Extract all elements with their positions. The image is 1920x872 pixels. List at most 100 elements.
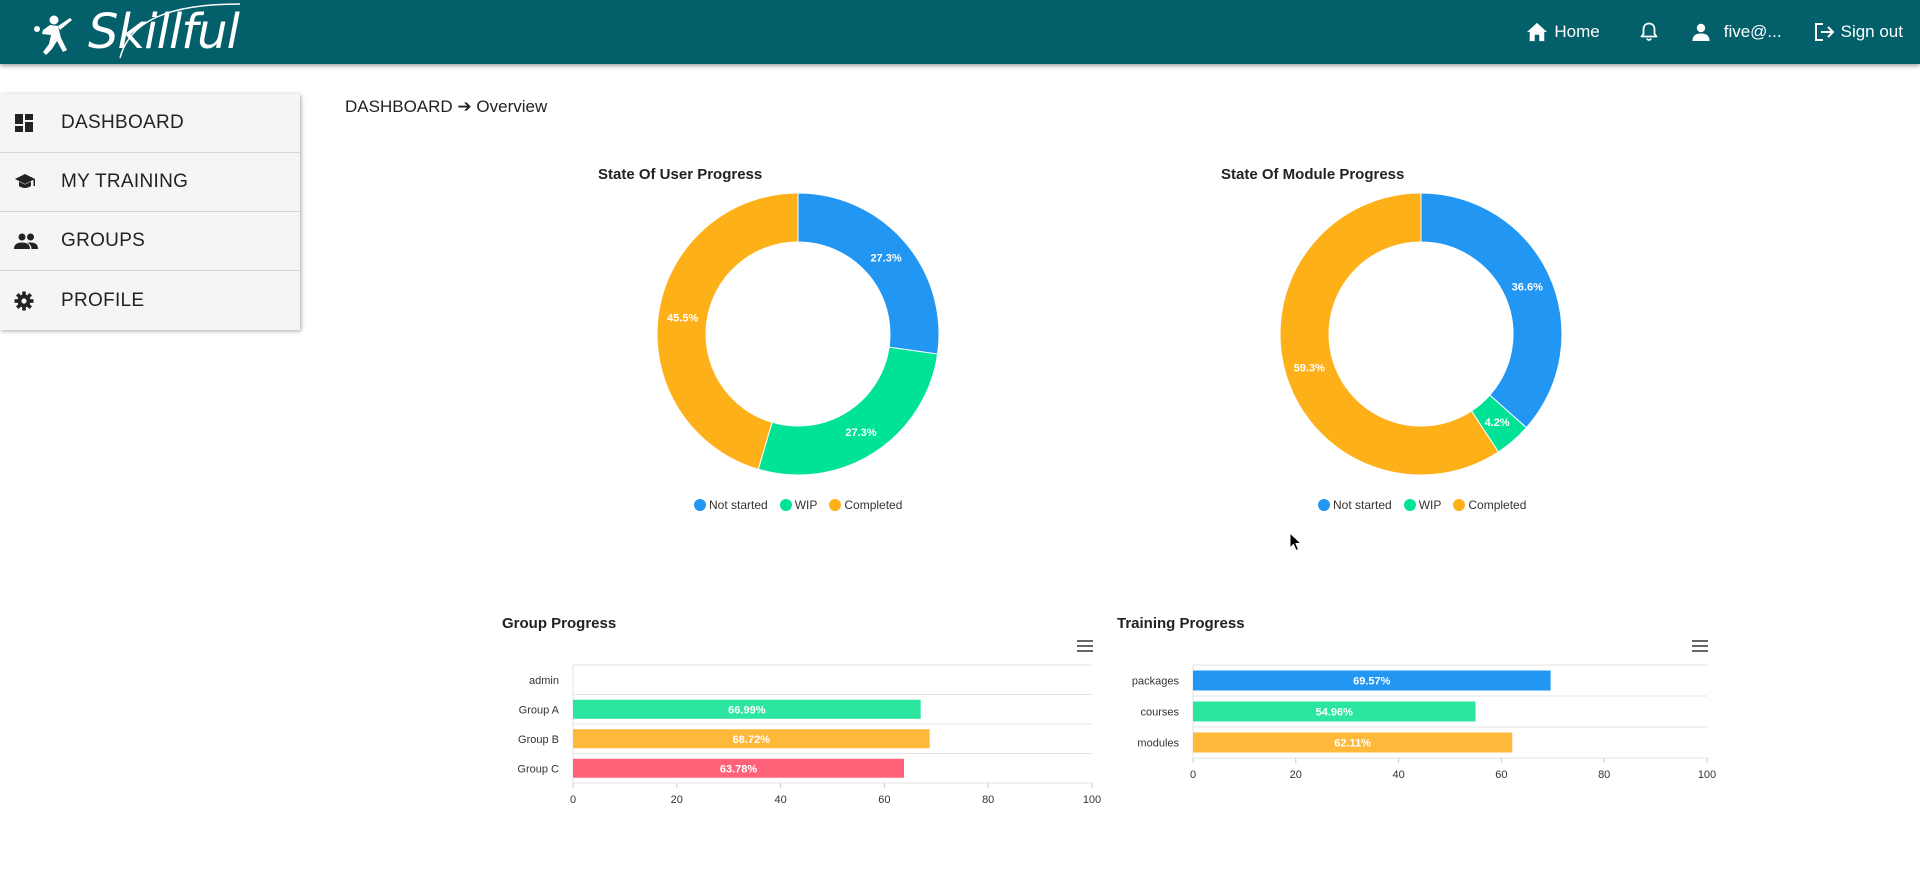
bar-courses[interactable] [1193, 701, 1476, 722]
legend-label: WIP [1418, 498, 1442, 512]
bar-data-label: 63.78% [720, 763, 758, 775]
x-tick-label: 100 [1083, 794, 1101, 806]
header-actions: Home five@... Sign out [1526, 0, 1920, 64]
donut-slice-not-started[interactable] [797, 192, 940, 355]
legend-item-wip[interactable]: WIP [1403, 498, 1442, 512]
module-progress-chart-title: State Of Module Progress [1221, 166, 1405, 183]
x-tick-label: 40 [1392, 769, 1404, 781]
donut-data-label: 59.3% [1294, 362, 1325, 374]
bar-group-c[interactable] [573, 758, 905, 778]
group-progress-bar-chart: admin Group A 66.99% Group B 68.72% Group C 63… [517, 664, 1101, 806]
breadcrumb-page: Overview [476, 97, 548, 116]
training-progress-chart-title: Training Progress [1117, 615, 1245, 632]
bar-data-label: 68.72% [733, 734, 771, 746]
legend-marker [779, 499, 792, 511]
legend-marker [694, 499, 706, 511]
group-progress-chart-title: Group Progress [502, 615, 617, 632]
x-tick-label: 0 [1190, 769, 1196, 781]
sidebar-item-my-training[interactable]: MY TRAINING [0, 153, 300, 212]
donut-data-label: 4.2% [1485, 417, 1510, 429]
legend-marker [1453, 499, 1466, 511]
dashboard-icon [14, 113, 42, 133]
category-label: Group B [518, 734, 559, 746]
training-progress-bar-chart: packages 69.57% courses 54.96% modules 62.11%… [1132, 664, 1716, 781]
home-label: Home [1554, 22, 1600, 41]
category-label: admin [529, 675, 559, 687]
legend-item-completed[interactable]: Completed [1453, 498, 1526, 512]
chart-menu-icon[interactable] [1077, 640, 1093, 652]
golfer-logo-icon [34, 15, 72, 55]
x-tick-label: 20 [671, 794, 683, 806]
donut-slice-completed[interactable] [1279, 192, 1500, 476]
donut-data-label: 27.3% [870, 253, 901, 265]
donut-slice-wip[interactable] [757, 346, 939, 476]
home-link[interactable]: Home [1526, 22, 1600, 42]
bar-modules[interactable] [1193, 732, 1513, 753]
app-name: Skillful [88, 4, 240, 60]
donut-data-label: 36.6% [1512, 281, 1543, 293]
sidebar-item-groups[interactable]: GROUPS [0, 212, 300, 271]
mouse-cursor-icon [1289, 532, 1303, 552]
user-icon [1692, 23, 1710, 41]
breadcrumb-arrow: ➔ [457, 97, 472, 116]
user-email: five@... [1723, 22, 1782, 41]
sidebar-item-label: GROUPS [61, 230, 146, 251]
user-progress-chart-title: State Of User Progress [598, 166, 763, 183]
legend-item-not-started[interactable]: Not started [694, 498, 768, 512]
donut-data-label: 45.5% [667, 312, 698, 324]
user-progress-legend: Not started WIP Completed [694, 498, 902, 512]
bar-packages[interactable] [1193, 670, 1551, 691]
category-label: packages [1132, 676, 1180, 688]
breadcrumb-section[interactable]: DASHBOARD [345, 97, 453, 116]
bar-data-label: 69.57% [1353, 676, 1391, 688]
home-icon [1527, 22, 1548, 42]
legend-label: Not started [1333, 498, 1392, 512]
x-tick-label: 40 [774, 794, 786, 806]
chart-menu-icon[interactable] [1692, 640, 1708, 652]
category-label: modules [1137, 738, 1179, 750]
x-tick-label: 0 [570, 794, 576, 806]
sign-out-link[interactable]: Sign out [1814, 22, 1903, 42]
graduation-cap-icon [14, 173, 42, 191]
sidebar-item-label: PROFILE [61, 289, 145, 311]
bar-group-a[interactable] [573, 699, 921, 719]
x-tick-label: 60 [1495, 769, 1507, 781]
x-tick-label: 80 [982, 794, 994, 806]
legend-marker [1403, 499, 1416, 511]
bell-icon [1640, 22, 1658, 41]
notifications-button[interactable] [1640, 22, 1658, 42]
donut-data-label: 27.3% [845, 427, 876, 439]
legend-label: Not started [709, 498, 768, 512]
legend-label: WIP [794, 498, 818, 512]
bar-data-label: 66.99% [728, 704, 766, 716]
x-tick-label: 100 [1698, 769, 1716, 781]
legend-marker [829, 499, 842, 511]
category-label: Group C [517, 763, 559, 775]
module-progress-donut-chart: 36.6% 4.2% 59.3% [1279, 192, 1563, 476]
category-label: courses [1140, 707, 1179, 719]
x-tick-label: 20 [1290, 769, 1302, 781]
legend-item-not-started[interactable]: Not started [1318, 498, 1392, 512]
category-label: Group A [519, 704, 560, 716]
app-logo[interactable]: Skillful [30, 0, 241, 64]
donut-slice-not-started[interactable] [1420, 192, 1563, 429]
module-progress-legend: Not started WIP Completed [1318, 498, 1526, 512]
sidebar-item-label: MY TRAINING [61, 171, 189, 192]
legend-label: Completed [1468, 498, 1527, 512]
legend-marker [1318, 499, 1330, 511]
user-menu[interactable]: five@... [1692, 22, 1782, 42]
sidebar-item-dashboard[interactable]: DASHBOARD [0, 94, 300, 153]
sidebar-item-label: DASHBOARD [61, 112, 185, 133]
bar-data-label: 54.96% [1316, 707, 1354, 719]
sidebar-nav: DASHBOARD MY TRAINING GROUPS [0, 94, 300, 330]
legend-item-completed[interactable]: Completed [829, 498, 902, 512]
bar-data-label: 62.11% [1334, 738, 1371, 750]
gear-icon [14, 291, 42, 311]
user-progress-donut-chart: 27.3% 27.3% 45.5% [656, 192, 940, 476]
breadcrumb: DASHBOARD ➔ Overview [345, 97, 547, 117]
top-navbar: Skillful Home five@... [0, 0, 1920, 64]
sidebar-item-profile[interactable]: PROFILE [0, 271, 300, 330]
donut-slice-completed[interactable] [656, 192, 799, 470]
legend-item-wip[interactable]: WIP [779, 498, 818, 512]
bar-group-b[interactable] [573, 729, 930, 749]
